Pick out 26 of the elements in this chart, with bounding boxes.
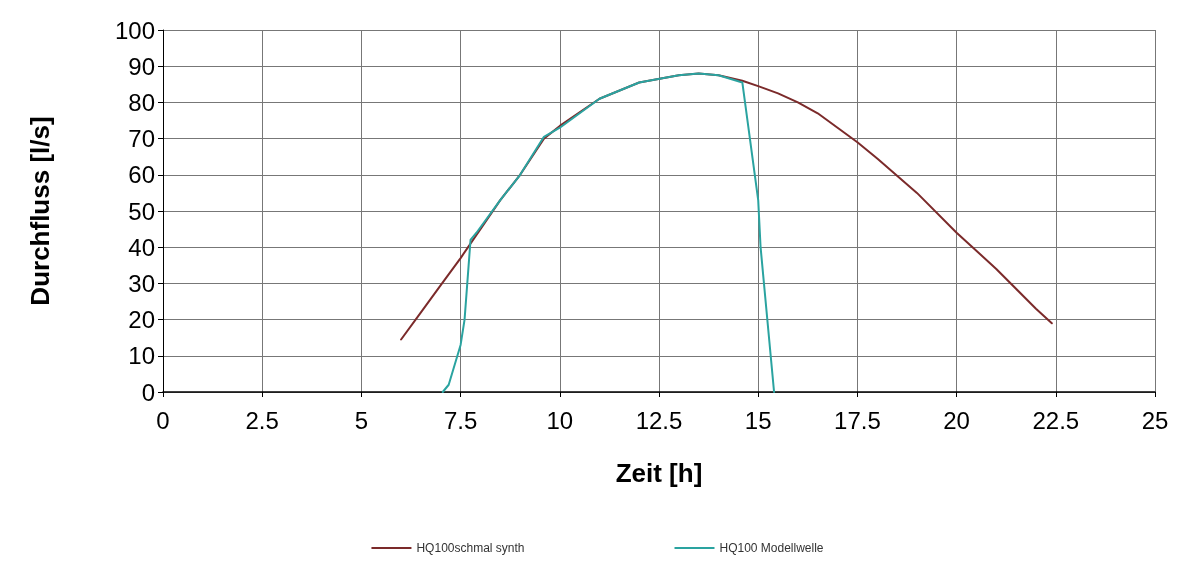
y-tick-label: 50 xyxy=(128,197,155,225)
x-tick-label: 25 xyxy=(1141,406,1169,434)
x-tick-label: 20 xyxy=(943,406,970,434)
x-tick-label: 17.5 xyxy=(834,406,881,434)
x-tick-label: 5 xyxy=(354,406,369,434)
y-tick-label: 100 xyxy=(114,16,155,44)
x-tick-label: 22.5 xyxy=(1032,406,1080,434)
legend-label: HQ100 Modellwelle xyxy=(719,541,824,555)
y-tick-label: 0 xyxy=(141,378,155,406)
y-tick-label: 70 xyxy=(128,125,155,153)
x-tick-label: 2.5 xyxy=(245,406,279,434)
x-tick-label: 10 xyxy=(546,406,574,434)
y-tick-label: 10 xyxy=(128,342,155,370)
y-tick-label: 80 xyxy=(128,88,155,116)
y-tick-label: 60 xyxy=(128,161,155,189)
y-tick-label: 20 xyxy=(128,306,155,334)
legend-label: HQ100schmal synth xyxy=(416,541,525,555)
y-tick-label: 30 xyxy=(128,269,155,297)
x-tick-label: 15 xyxy=(744,406,772,434)
x-tick-label: 12.5 xyxy=(635,406,683,434)
y-axis-title: Durchfluss [l/s] xyxy=(25,116,55,306)
x-axis-title: Zeit [h] xyxy=(615,458,703,488)
line-series xyxy=(441,72,776,393)
x-tick-label: 7.5 xyxy=(443,406,478,434)
y-tick-label: 40 xyxy=(128,233,155,261)
y-tick-label: 90 xyxy=(128,52,155,80)
